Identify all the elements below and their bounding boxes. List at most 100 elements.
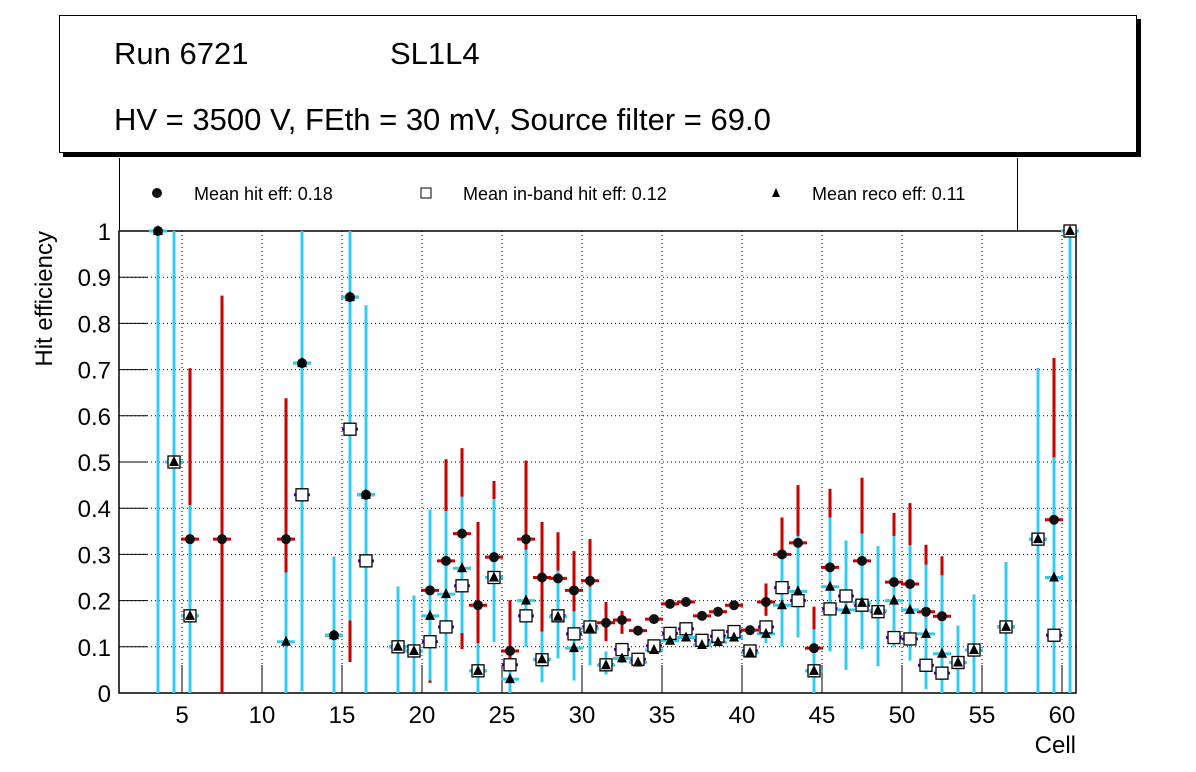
reco-marker	[633, 656, 643, 667]
reco-marker	[425, 609, 435, 620]
title-box: Run 6721 SL1L4 HV = 3500 V, FEth = 30 mV…	[59, 15, 1137, 153]
x-tick-label: 50	[889, 702, 916, 729]
reco-marker	[409, 644, 419, 655]
reco-marker	[825, 580, 835, 591]
x-tick-label: 55	[969, 702, 996, 729]
reco-marker	[729, 631, 739, 642]
hit-marker	[889, 577, 899, 588]
reco-marker	[521, 594, 531, 605]
inband-marker	[919, 658, 933, 672]
legend-inband: Mean in-band hit eff: 0.12	[463, 184, 667, 204]
inband-marker	[935, 666, 949, 680]
inband-marker	[455, 579, 469, 593]
reco-marker	[361, 488, 371, 499]
reco-marker	[345, 291, 355, 302]
hit-marker	[281, 534, 291, 545]
hit-marker	[489, 552, 499, 563]
reco-marker	[441, 588, 451, 599]
inband-marker	[823, 602, 837, 616]
hit-marker	[905, 578, 915, 589]
hit-marker	[1049, 514, 1059, 525]
hit-marker	[745, 625, 755, 636]
inband-marker	[343, 422, 357, 436]
hit-marker	[825, 562, 835, 573]
reco-marker	[793, 585, 803, 596]
x-tick-label: 30	[569, 702, 596, 729]
legend-reco-marker	[772, 188, 780, 197]
hit-marker	[793, 537, 803, 548]
reco-marker	[457, 562, 467, 573]
inband-marker	[887, 630, 901, 645]
hit-marker	[521, 534, 531, 545]
reco-marker	[393, 640, 403, 651]
inband-marker	[1047, 628, 1061, 642]
y-tick-label: 0.8	[78, 311, 111, 338]
hit-marker	[601, 617, 611, 628]
reco-marker	[489, 571, 499, 582]
inband-marker	[903, 632, 917, 646]
reco-marker	[921, 627, 931, 638]
reco-marker	[745, 646, 755, 657]
inband-marker	[519, 609, 533, 623]
hit-marker	[937, 611, 947, 622]
reco-marker	[281, 635, 291, 646]
legend-reco: Mean reco eff: 0.11	[812, 184, 966, 204]
y-tick-label: 0.5	[78, 450, 111, 477]
reco-marker	[841, 603, 851, 614]
y-axis-label: Hit efficiency	[31, 231, 58, 367]
reco-marker	[1001, 620, 1011, 631]
x-tick-label: 35	[649, 702, 676, 729]
inband-marker	[359, 554, 373, 568]
inband-marker	[295, 488, 309, 502]
hit-marker	[921, 606, 931, 617]
reco-marker	[169, 456, 179, 466]
x-tick-label: 5	[175, 702, 188, 729]
x-tick-label: 10	[249, 702, 276, 729]
reco-marker	[297, 357, 307, 368]
hit-marker	[857, 555, 867, 566]
hit-marker	[617, 615, 627, 626]
hit-marker	[505, 645, 515, 656]
hit-marker	[697, 610, 707, 621]
reco-marker	[553, 610, 563, 621]
hit-marker	[217, 534, 227, 545]
hit-marker	[185, 534, 195, 545]
legend-hit-marker	[152, 188, 162, 198]
hit-marker	[809, 643, 819, 654]
reco-marker	[937, 647, 947, 658]
hit-marker	[649, 614, 659, 625]
y-tick-label: 0.3	[78, 542, 111, 569]
reco-marker	[569, 642, 579, 653]
y-tick-label: 0.7	[78, 358, 111, 385]
reco-marker	[665, 634, 675, 645]
reco-marker	[537, 653, 547, 664]
reco-marker	[1065, 225, 1075, 235]
hit-marker	[569, 585, 579, 596]
reco-marker	[889, 594, 899, 605]
reco-marker	[505, 673, 515, 684]
reco-marker	[905, 603, 915, 614]
hit-marker	[761, 596, 771, 607]
inband-marker	[503, 658, 517, 672]
hit-marker	[729, 600, 739, 611]
reco-marker	[585, 622, 595, 633]
hit-marker	[665, 598, 675, 609]
reco-marker	[329, 629, 339, 640]
x-tick-label: 15	[329, 702, 356, 729]
inband-marker	[423, 635, 437, 649]
inband-marker	[567, 627, 581, 641]
hit-marker	[713, 606, 723, 617]
hit-marker	[473, 600, 483, 611]
y-tick-label: 0.6	[78, 404, 111, 431]
reco-marker	[473, 664, 483, 675]
reco-marker	[649, 644, 659, 655]
inband-marker	[775, 581, 789, 595]
hit-marker	[681, 596, 691, 607]
hit-marker	[585, 575, 595, 586]
y-tick-label: 0.2	[78, 589, 111, 616]
hit-marker	[633, 625, 643, 636]
reco-marker	[777, 599, 787, 610]
reco-marker	[681, 631, 691, 642]
hit-marker	[553, 573, 563, 584]
